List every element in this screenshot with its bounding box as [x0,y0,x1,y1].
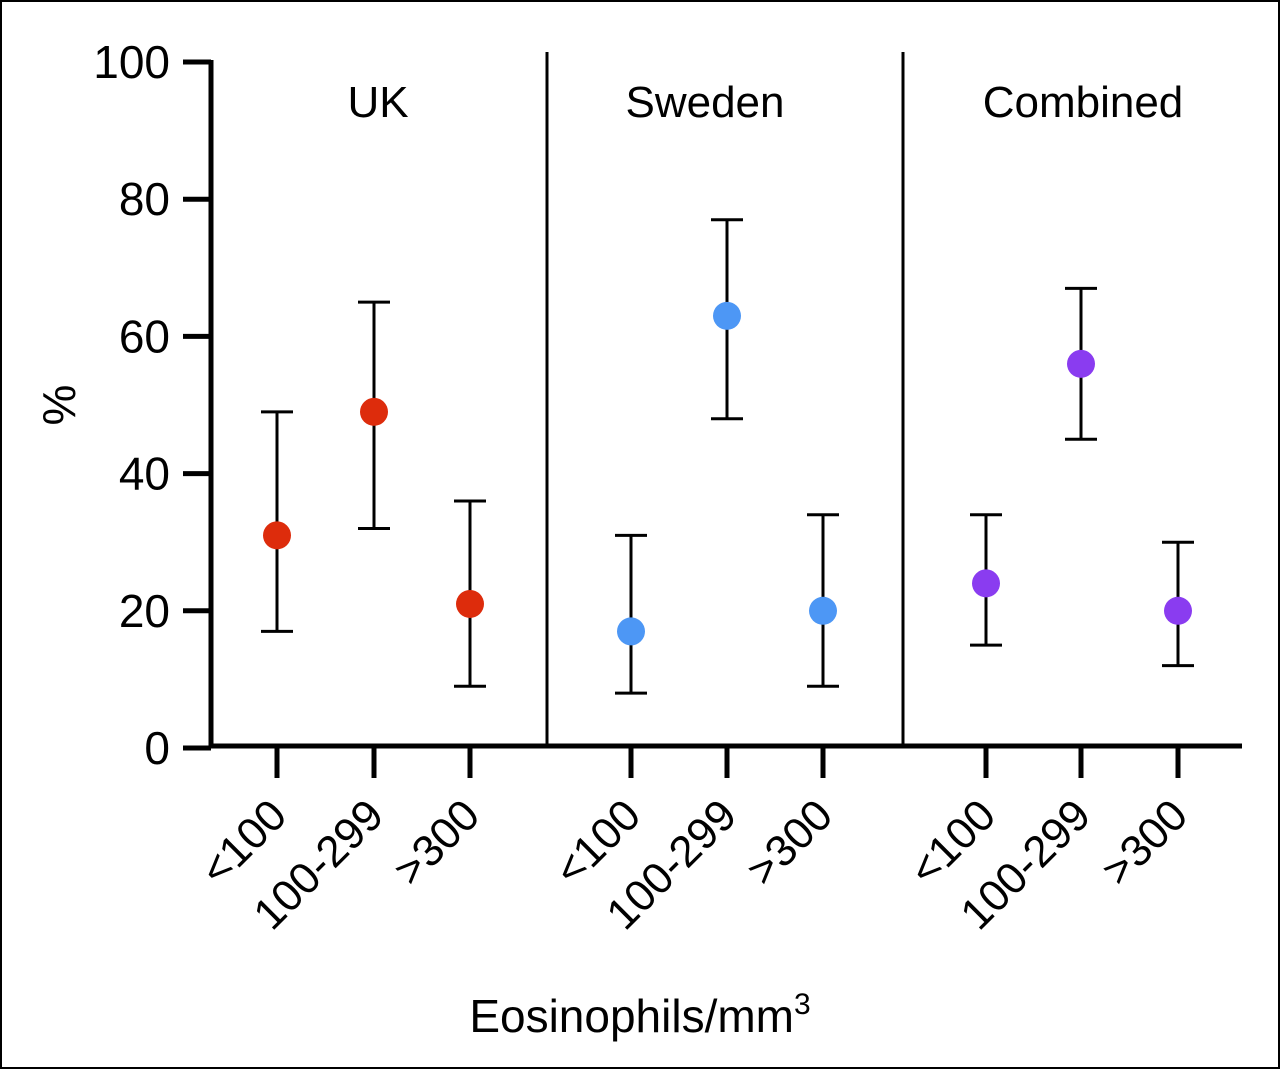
panel-title: UK [347,78,408,127]
data-point [456,589,484,618]
y-ticks: 0 20 40 60 80 100 [93,36,211,774]
panel-title: Sweden [625,78,784,127]
data-point [972,569,1000,598]
y-axis: 0 20 40 60 80 100 [93,36,214,774]
y-tick-label: 60 [119,310,170,362]
data-point [1164,596,1192,625]
x-axis-title: Eosinophils/mm3 [469,988,810,1042]
data-point [713,301,741,330]
y-axis-title: % [33,385,85,426]
y-tick-label: 20 [119,585,170,637]
y-tick-label: 0 [144,722,170,774]
x-axis-title-superscript: 3 [794,988,811,1021]
data-point [1067,349,1095,378]
y-tick-label: 100 [93,36,170,88]
data-point [263,521,291,550]
y-tick-label: 80 [119,173,170,225]
data-point [360,397,388,426]
data-point [809,596,837,625]
panel-title: Combined [983,78,1184,127]
y-tick-label: 40 [119,448,170,500]
data-point [617,617,645,646]
x-axis-title-main: Eosinophils/mm [469,990,794,1042]
